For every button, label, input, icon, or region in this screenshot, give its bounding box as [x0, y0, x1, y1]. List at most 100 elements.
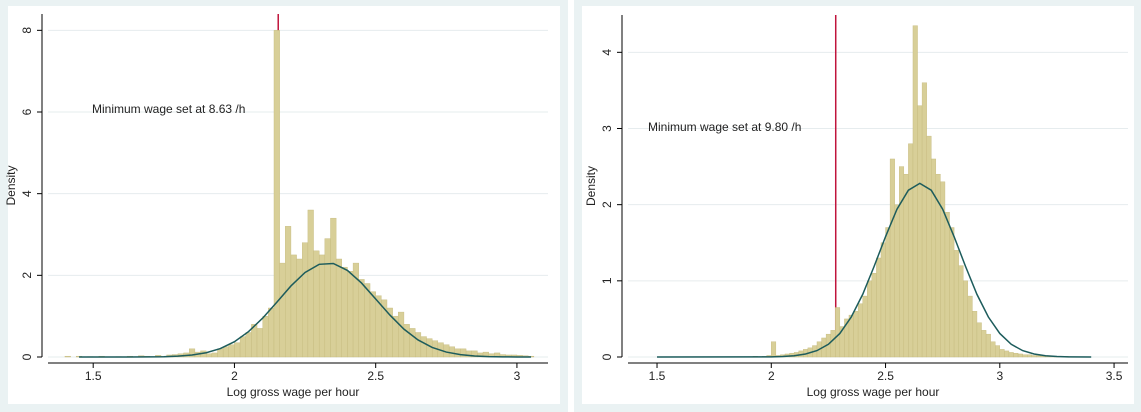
bar [853, 311, 859, 358]
bar [347, 271, 354, 358]
bar [302, 242, 309, 358]
bar [981, 330, 987, 358]
bar [835, 307, 841, 358]
bar [1013, 352, 1019, 358]
bar [245, 332, 252, 358]
bar [1027, 354, 1032, 358]
bar [307, 209, 314, 358]
bar [967, 295, 973, 358]
bar [903, 173, 909, 358]
bar [1017, 353, 1023, 358]
bar [931, 158, 937, 358]
bar [921, 82, 927, 358]
annotation: Minimum wage set at 8.63 /h [92, 102, 245, 116]
bar [894, 204, 900, 358]
bar [1004, 350, 1010, 358]
y-tick-label: 8 [20, 27, 34, 34]
annotation: Minimum wage set at 9.80 /h [648, 120, 801, 134]
bar [949, 227, 955, 358]
bar [880, 242, 886, 358]
bar [999, 349, 1005, 358]
y-tick-label: 0 [20, 353, 34, 360]
bar [251, 324, 258, 358]
x-tick-label: 1.5 [85, 369, 102, 383]
bar [324, 238, 331, 358]
bar [857, 303, 863, 358]
x-tick-label: 3 [996, 369, 1003, 383]
y-tick-label: 2 [20, 272, 34, 279]
bar [990, 341, 996, 358]
bar [398, 311, 405, 358]
y-tick-label: 2 [600, 201, 614, 208]
bar [290, 254, 297, 358]
bar [228, 344, 235, 358]
x-tick-label: 2 [768, 369, 775, 383]
y-tick-label: 4 [600, 49, 614, 56]
bar [256, 328, 263, 358]
bar [1008, 352, 1014, 358]
bar [889, 158, 895, 358]
y-tick-label: 6 [20, 108, 34, 115]
bar [239, 336, 246, 358]
bar [273, 30, 280, 358]
bar [1031, 355, 1037, 358]
bar [420, 336, 427, 358]
bar [985, 333, 991, 358]
bar [771, 341, 777, 358]
bar [944, 212, 950, 358]
bar [976, 322, 982, 358]
x-axis-title: Log gross wage per hour [227, 385, 360, 399]
bar [369, 291, 376, 358]
bar [885, 227, 891, 358]
bar [876, 257, 882, 358]
bar [296, 258, 303, 358]
bar [415, 332, 422, 358]
x-tick-label: 2 [231, 369, 238, 383]
bar [1022, 354, 1028, 358]
x-axis-title: Log gross wage per hour [807, 385, 940, 399]
bar [912, 25, 918, 358]
bar [899, 166, 905, 358]
bar [211, 352, 218, 358]
bar [279, 262, 286, 358]
bar [995, 345, 1001, 358]
bar [830, 330, 836, 358]
bar [848, 314, 854, 358]
y-tick-label: 3 [600, 125, 614, 132]
y-axis-title: Density [584, 166, 598, 206]
y-tick-label: 4 [20, 190, 34, 197]
bar [222, 346, 229, 358]
y-tick-label: 0 [600, 353, 614, 360]
y-tick-label: 1 [600, 277, 614, 284]
bar [867, 280, 873, 358]
bar [364, 283, 371, 358]
bar [205, 353, 213, 358]
x-tick-label: 1.5 [649, 369, 666, 383]
bar [926, 135, 932, 358]
x-tick-label: 3.5 [1106, 369, 1123, 383]
bar [871, 273, 877, 358]
x-tick-label: 3 [514, 369, 521, 383]
bar [341, 266, 348, 358]
bar [64, 355, 71, 358]
bar [862, 295, 868, 358]
bar [217, 348, 224, 358]
bar [330, 217, 337, 358]
bar [358, 279, 365, 358]
bar [454, 348, 461, 358]
bar [953, 250, 959, 358]
x-tick-label: 2.5 [367, 369, 384, 383]
bar [972, 311, 978, 358]
x-tick-label: 2.5 [877, 369, 894, 383]
bar [958, 265, 964, 358]
normal-curve [79, 262, 532, 358]
bar [917, 105, 923, 358]
bar [448, 346, 455, 358]
bar [262, 315, 269, 358]
bar [908, 143, 914, 358]
bar [963, 280, 969, 358]
bar [268, 307, 275, 358]
bar [409, 328, 416, 358]
bar [318, 254, 326, 358]
